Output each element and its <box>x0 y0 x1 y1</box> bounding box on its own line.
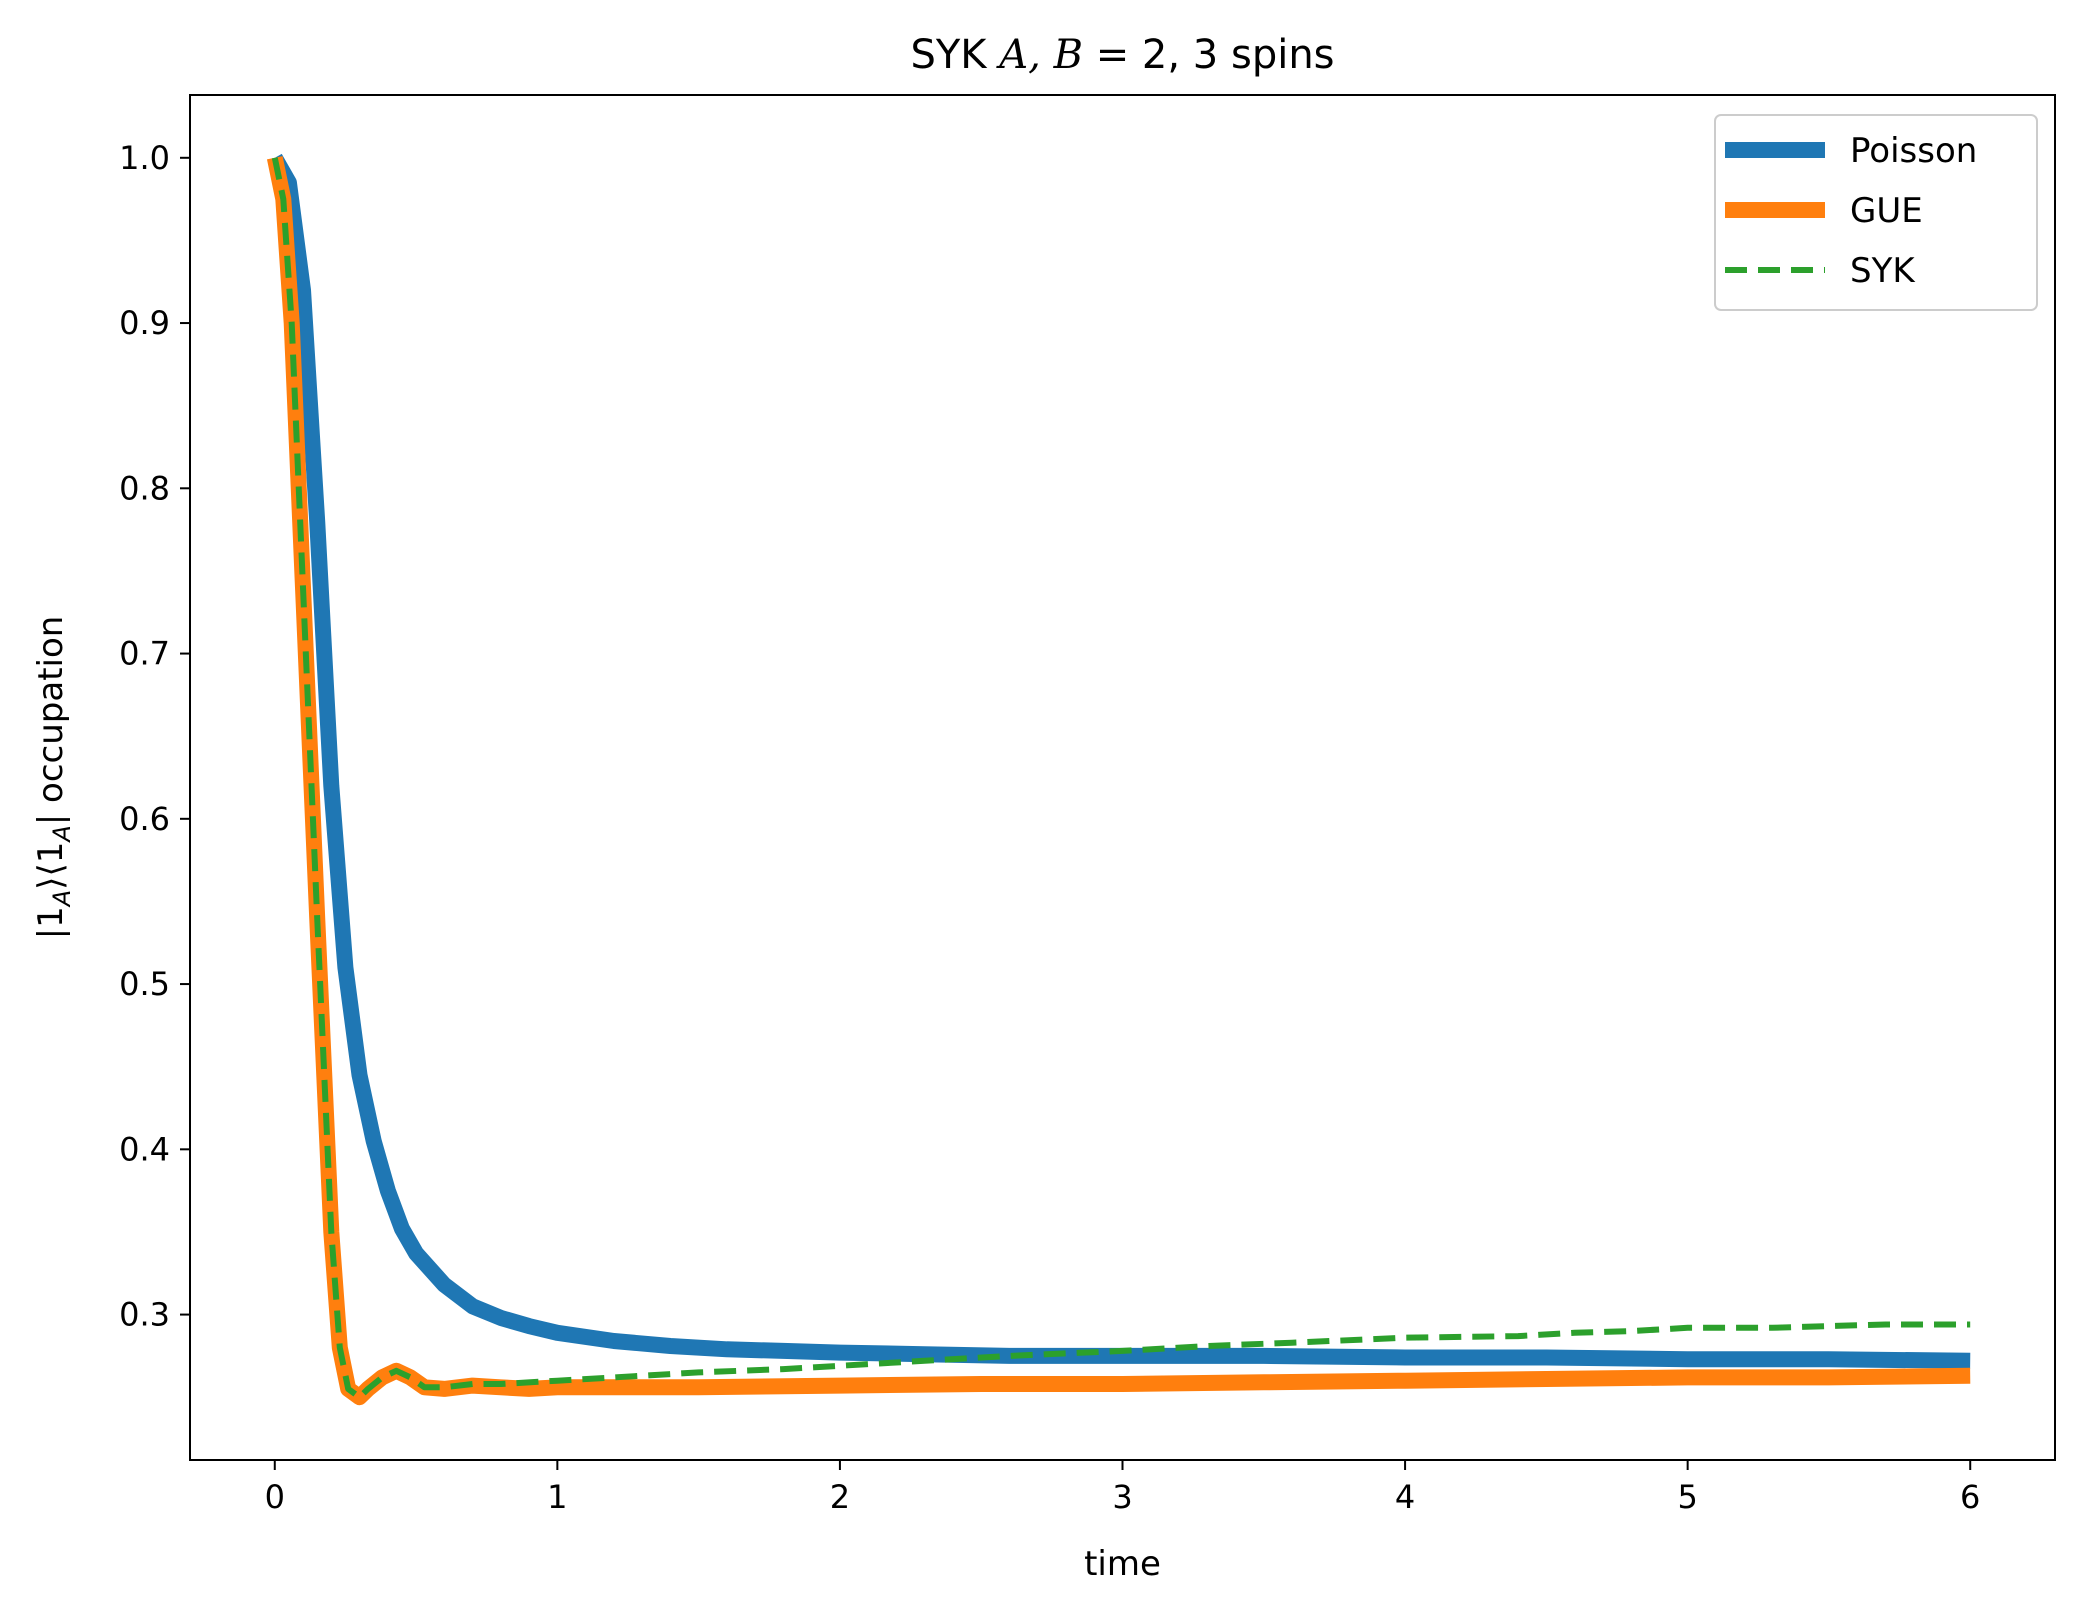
legend-box <box>1714 114 2038 311</box>
chart-title: SYK A, B = 2, 3 spins <box>910 32 1334 78</box>
y-tick-label: 0.8 <box>119 469 170 507</box>
y-tick-label: 0.7 <box>119 635 170 673</box>
x-axis: 0 1 2 3 4 5 6 <box>265 1460 1980 1516</box>
legend-gue-label: GUE <box>1850 191 1923 231</box>
legend-syk-label: SYK <box>1850 251 1916 291</box>
y-tick-label: 0.6 <box>119 800 170 838</box>
y-tick-label: 0.4 <box>119 1130 170 1168</box>
y-tick-label: 0.9 <box>119 304 170 342</box>
x-tick-label: 3 <box>1112 1478 1132 1516</box>
x-axis-label: time <box>1084 1544 1161 1584</box>
y-tick-label: 1.0 <box>119 139 170 177</box>
syk-line <box>271 157 1971 1401</box>
x-tick-label: 4 <box>1395 1478 1415 1516</box>
y-tick-label: 0.3 <box>119 1296 170 1334</box>
y-tick-label: 0.5 <box>119 965 170 1003</box>
y-axis-label: |1A⟩⟨1A| occupation <box>31 616 76 940</box>
y-axis: 0.3 0.4 0.5 0.6 0.7 0.8 0.9 1.0 <box>119 139 190 1334</box>
x-tick-label: 2 <box>830 1478 850 1516</box>
legend-poisson-label: Poisson <box>1850 131 1977 171</box>
x-tick-label: 5 <box>1677 1478 1697 1516</box>
plot-lines <box>266 153 1971 1406</box>
legend: Poisson GUE SYK <box>1714 114 2038 311</box>
x-tick-label: 1 <box>547 1478 567 1516</box>
poisson-line <box>267 153 1971 1369</box>
x-tick-label: 6 <box>1960 1478 1980 1516</box>
x-tick-label: 0 <box>265 1478 285 1516</box>
